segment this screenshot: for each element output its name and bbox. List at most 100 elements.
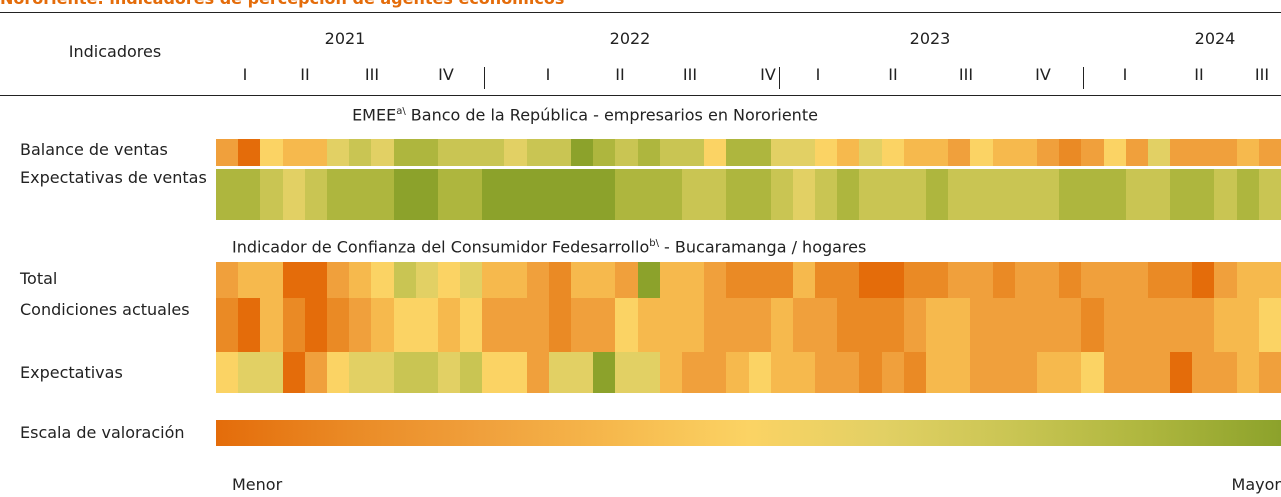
- heat-cell: [1081, 169, 1104, 220]
- heat-cell: [1103, 169, 1127, 220]
- heat-cell: [571, 139, 594, 166]
- heat-cell: [704, 352, 727, 393]
- heat-cell: [1081, 139, 1104, 166]
- quarter-label: I: [1122, 65, 1128, 84]
- heat-cell: [1036, 352, 1060, 393]
- heat-cell: [726, 169, 749, 220]
- heat-cell: [726, 262, 749, 298]
- heat-cell: [304, 352, 328, 393]
- heat-cell: [659, 262, 683, 298]
- heat-cell: [393, 262, 417, 298]
- heat-cell: [1014, 298, 1038, 352]
- heat-cell: [681, 139, 705, 166]
- heat-cell: [1192, 352, 1215, 393]
- scale-high: Mayor: [1231, 475, 1281, 494]
- heat-cell: [704, 262, 727, 298]
- heat-cell: [926, 298, 949, 352]
- heat-cell: [1236, 139, 1260, 166]
- heat-cell: [260, 262, 284, 298]
- heat-cell: [992, 169, 1016, 220]
- heat-cell: [1192, 169, 1215, 220]
- heat-cell: [1147, 352, 1171, 393]
- heat-cell: [526, 139, 550, 166]
- heat-cell: [349, 139, 372, 166]
- heat-cell: [482, 298, 505, 352]
- heat-cell: [1258, 352, 1281, 393]
- rule: [0, 95, 1281, 96]
- heat-cell: [1014, 169, 1038, 220]
- heat-cell: [1036, 298, 1060, 352]
- heat-cell: [571, 298, 594, 352]
- heat-cell: [859, 262, 883, 298]
- year-label: 2024: [1194, 29, 1236, 48]
- heat-cell: [1170, 139, 1193, 166]
- heat-cell: [903, 262, 927, 298]
- heat-cell: [1059, 352, 1082, 393]
- heat-cell: [726, 139, 749, 166]
- heat-cell: [1036, 262, 1060, 298]
- heat-cell: [593, 169, 616, 220]
- heat-cell: [837, 298, 860, 352]
- quarter-label: I: [545, 65, 551, 84]
- heat-cell: [837, 352, 860, 393]
- heat-cell: [815, 352, 838, 393]
- heat-cell: [415, 139, 439, 166]
- heat-cell: [615, 262, 639, 298]
- heat-cell: [526, 169, 550, 220]
- heat-cell: [615, 139, 639, 166]
- heat-cell: [1214, 298, 1238, 352]
- section-name: EMEE: [352, 105, 397, 125]
- heat-cell: [992, 352, 1016, 393]
- heat-cell: [238, 262, 261, 298]
- row-label: Balance de ventas: [20, 140, 168, 159]
- heat-cell: [859, 169, 883, 220]
- heat-cell: [970, 298, 994, 352]
- heat-cell: [216, 298, 239, 352]
- heat-cell: [1103, 352, 1127, 393]
- heat-cell: [1147, 169, 1171, 220]
- heat-cell: [437, 262, 461, 298]
- heat-cell: [770, 352, 794, 393]
- heat-cell: [437, 352, 461, 393]
- heat-cell: [1214, 352, 1238, 393]
- heat-cell: [970, 169, 994, 220]
- heat-cell: [704, 139, 727, 166]
- heat-cell: [859, 139, 883, 166]
- heat-cell: [948, 352, 971, 393]
- section-title: Indicador de Confianza del Consumidor Fe…: [232, 237, 866, 258]
- heat-cell: [1036, 169, 1060, 220]
- heat-cell: [837, 262, 860, 298]
- heat-cell: [304, 139, 328, 166]
- heat-cell: [526, 262, 550, 298]
- heat-cell: [238, 169, 261, 220]
- heat-cell: [326, 262, 350, 298]
- heat-cell: [903, 352, 927, 393]
- heat-cell: [415, 352, 439, 393]
- heat-cell: [1036, 139, 1060, 166]
- superscript: a\: [396, 106, 406, 117]
- heat-cell: [637, 298, 661, 352]
- heat-cell: [326, 139, 350, 166]
- heat-cell: [326, 298, 350, 352]
- heat-cell: [681, 169, 705, 220]
- heat-cell: [792, 262, 816, 298]
- quarter-label: II: [615, 65, 625, 84]
- heat-cell: [1236, 169, 1260, 220]
- heat-cell: [881, 298, 905, 352]
- heat-cell: [1236, 298, 1260, 352]
- heat-cell: [970, 262, 994, 298]
- section-name: Indicador de Confianza del Consumidor Fe…: [232, 237, 650, 257]
- heat-cell: [903, 169, 927, 220]
- title: Nororiente: indicadores de percepción de…: [0, 0, 564, 10]
- quarter-label: IV: [438, 65, 454, 84]
- heat-cell: [1059, 298, 1082, 352]
- heat-cell: [1258, 139, 1281, 166]
- quarter-label: IV: [1035, 65, 1051, 84]
- heat-cell: [371, 262, 394, 298]
- heat-cell: [216, 262, 239, 298]
- heat-cell: [770, 169, 794, 220]
- heat-cell: [926, 169, 949, 220]
- heat-cell: [1081, 262, 1104, 298]
- quarter-label: III: [364, 65, 380, 84]
- heat-cell: [526, 298, 550, 352]
